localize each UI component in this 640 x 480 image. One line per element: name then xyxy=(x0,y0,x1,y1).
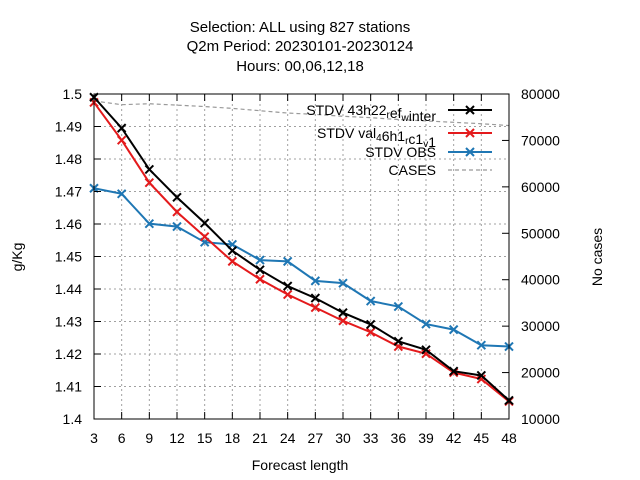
data-point-stdv-43h22-ref-winter xyxy=(282,281,293,291)
data-point-stdv-obs xyxy=(172,221,182,232)
y-tick-label: 1.49 xyxy=(55,119,82,135)
y-tick-label: 1.4 xyxy=(63,411,83,427)
data-point-stdv-val-46h1-c1-v1 xyxy=(365,327,376,337)
x-tick-label: 33 xyxy=(363,430,379,446)
data-point-stdv-val-46h1-c1-v1 xyxy=(476,374,487,384)
plot-frame xyxy=(93,93,510,420)
data-point-stdv-43h22-ref-winter xyxy=(393,336,404,347)
x-tick-label: 3 xyxy=(90,430,98,446)
y-tick-label: 1.5 xyxy=(63,86,83,102)
y2-tick-label: 70000 xyxy=(521,132,560,148)
x-tick-label: 6 xyxy=(118,430,126,446)
chart-title-line-2: Q2m Period: 20230101-20230124 xyxy=(187,38,414,55)
series-line-stdv-43h22-ref-winter xyxy=(93,96,510,402)
y2-tick-label: 60000 xyxy=(521,179,560,195)
data-point-stdv-43h22-ref-winter xyxy=(199,218,210,228)
data-point-stdv-43h22-ref-winter xyxy=(338,308,348,318)
ticks xyxy=(93,93,510,420)
data-point-stdv-obs xyxy=(116,189,127,199)
data-point-stdv-obs xyxy=(282,256,293,267)
data-point-stdv-obs xyxy=(144,218,155,229)
data-point-stdv-val-46h1-c1-v1 xyxy=(282,289,293,300)
x-tick-label: 27 xyxy=(308,430,324,446)
chart-title: Selection: ALL using 827 stations Q2m Pe… xyxy=(187,19,414,75)
data-point-stdv-val-46h1-c1-v1 xyxy=(144,178,155,188)
y2-tick-label: 30000 xyxy=(521,318,560,334)
x-tick-label: 30 xyxy=(335,430,351,446)
y-tick-label: 1.48 xyxy=(55,151,82,167)
data-point-stdv-obs xyxy=(310,276,321,286)
x-axis-label: Forecast length xyxy=(252,457,349,473)
series-line-stdv-obs xyxy=(93,187,510,348)
legend-marker xyxy=(465,147,475,157)
y-tick-label: 1.42 xyxy=(55,346,82,362)
data-point-stdv-obs xyxy=(421,319,431,329)
y-axis-label: g/Kg xyxy=(9,243,25,272)
x-tick-label: 15 xyxy=(197,430,213,446)
x-tick-label: 48 xyxy=(501,430,517,446)
data-point-stdv-obs xyxy=(338,278,348,288)
y-tick-label: 1.47 xyxy=(55,184,82,200)
data-point-stdv-43h22-ref-winter xyxy=(144,164,155,175)
data-point-stdv-obs xyxy=(393,301,404,312)
legend-label: STDV val46h1rc1v1 xyxy=(317,125,436,150)
y2-tick-label: 10000 xyxy=(521,411,560,427)
y-tick-label: 1.46 xyxy=(55,216,82,232)
data-point-stdv-43h22-ref-winter xyxy=(448,366,459,376)
y2-tick-label: 50000 xyxy=(521,225,560,241)
y2-tick-label: 80000 xyxy=(521,86,560,102)
x-tick-label: 21 xyxy=(252,430,268,446)
y2-tick-label: 20000 xyxy=(521,365,560,381)
legend-label: CASES xyxy=(389,162,436,178)
data-point-stdv-obs xyxy=(365,296,376,306)
data-point-stdv-val-46h1-c1-v1 xyxy=(172,207,182,217)
y-tick-label: 1.41 xyxy=(55,379,82,395)
series-line-stdv-val-46h1-c1-v1 xyxy=(93,101,510,403)
y-tick-label: 1.45 xyxy=(55,249,82,265)
legend-marker xyxy=(465,105,475,115)
y-tick-label: 1.44 xyxy=(55,281,82,297)
legend-label: STDV OBS xyxy=(365,144,436,160)
data-point-stdv-val-46h1-c1-v1 xyxy=(338,316,348,326)
x-tick-label: 24 xyxy=(280,430,296,446)
data-point-stdv-43h22-ref-winter xyxy=(421,345,431,355)
tick-labels: 3 6 9 12 15 18 21 24 27 30 33 36 39 42 45 481.41.411.42… xyxy=(55,86,560,446)
data-point-stdv-val-46h1-c1-v1 xyxy=(310,302,321,313)
data-point-stdv-43h22-ref-winter xyxy=(116,123,127,133)
y-tick-label: 1.43 xyxy=(55,314,82,330)
chart-title-line-3: Hours: 00,06,12,18 xyxy=(236,58,364,75)
data-point-stdv-43h22-ref-winter xyxy=(310,293,321,303)
x-tick-label: 9 xyxy=(145,430,153,446)
y2-axis-label: No cases xyxy=(589,228,605,286)
data-point-stdv-43h22-ref-winter xyxy=(172,192,182,203)
data-point-stdv-43h22-ref-winter xyxy=(365,319,376,330)
data-point-stdv-val-46h1-c1-v1 xyxy=(116,135,127,145)
grid xyxy=(94,94,509,419)
series-line-cases xyxy=(93,100,510,127)
data-point-stdv-obs xyxy=(255,255,265,265)
x-tick-label: 39 xyxy=(418,430,434,446)
data-point-stdv-val-46h1-c1-v1 xyxy=(227,256,238,267)
series-group xyxy=(89,92,514,407)
data-point-stdv-43h22-ref-winter xyxy=(227,245,238,256)
legend-label: STDV 43h22refwinter xyxy=(306,102,436,124)
chart-title-line-1: Selection: ALL using 827 stations xyxy=(190,19,410,36)
legend-marker xyxy=(465,128,475,138)
data-point-stdv-obs xyxy=(476,340,487,350)
y2-tick-label: 40000 xyxy=(521,272,560,288)
data-point-stdv-obs xyxy=(448,324,459,335)
x-tick-label: 42 xyxy=(446,430,462,446)
x-tick-label: 12 xyxy=(169,430,185,446)
data-point-stdv-43h22-ref-winter xyxy=(476,370,487,381)
data-point-stdv-val-46h1-c1-v1 xyxy=(199,231,210,242)
x-tick-label: 36 xyxy=(391,430,407,446)
x-tick-label: 45 xyxy=(474,430,490,446)
x-tick-label: 18 xyxy=(225,430,241,446)
data-point-stdv-43h22-ref-winter xyxy=(255,265,265,275)
data-point-stdv-val-46h1-c1-v1 xyxy=(255,274,265,284)
